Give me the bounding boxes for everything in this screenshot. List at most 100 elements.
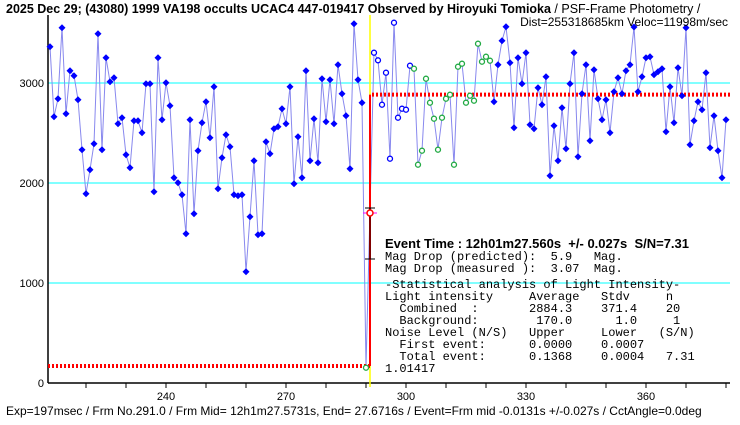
data-point [266,150,274,158]
data-point [538,101,546,109]
data-point [334,61,342,69]
data-point [142,80,150,88]
data-point [154,54,162,62]
data-point [622,67,630,75]
data-point [514,54,522,62]
y-tick-label: 2000 [20,178,44,190]
data-point [414,161,422,168]
data-point [698,106,706,114]
data-point [598,116,606,124]
data-point [290,180,298,188]
data-point [306,157,314,165]
data-point [378,101,386,108]
data-point [470,97,478,104]
data-point [506,59,514,67]
data-point [570,49,578,57]
data-point [170,174,178,182]
data-point [86,166,94,174]
data-point [458,60,466,67]
data-point [150,188,158,196]
data-point [338,90,346,98]
data-point [474,40,482,47]
data-point [578,90,586,98]
event-marker [366,209,374,217]
data-point [46,43,54,51]
data-point [82,190,90,198]
data-point [118,114,126,122]
data-point [710,112,718,120]
data-point [418,147,426,154]
y-tick-label: 0 [38,378,44,390]
data-point [282,120,290,128]
mag-drop-measured: Mag Drop (measured ): 3.07 Mag. [385,262,623,276]
data-point [530,125,538,133]
data-point [498,37,506,45]
data-point [422,75,430,82]
data-point [390,19,398,26]
data-point [370,49,378,56]
data-point [258,230,266,238]
data-point [62,110,70,118]
data-point [486,57,494,64]
chart-subtitle: Dist=255318685km Veloc=11998m/sec [520,15,728,29]
data-point [186,116,194,124]
data-point [302,67,310,75]
data-point [58,24,66,32]
data-point [630,23,638,31]
data-point [442,95,450,102]
x-tick-label: 240 [157,391,175,403]
data-point [106,78,114,86]
data-point [410,65,418,72]
y-tick-label: 1000 [20,278,44,290]
data-point [534,84,542,92]
x-tick-label: 300 [397,391,415,403]
data-point [278,105,286,113]
data-point [722,116,730,124]
data-point [606,129,614,137]
data-point [326,76,334,84]
data-point [310,115,318,123]
data-point [218,154,226,162]
data-point [206,134,214,142]
data-point [542,73,550,81]
data-point [178,191,186,199]
statistics-panel: Event Time : 12h01m27.560s +/- 0.027s S/… [385,236,695,375]
data-point [510,124,518,132]
data-point [134,117,142,125]
data-point [130,117,138,125]
data-point [638,73,646,81]
data-point [386,155,394,162]
data-point [74,96,82,104]
stats-header-row: Light intensity Average Stdv n [385,290,674,304]
data-point [518,80,526,88]
data-point [158,116,166,124]
data-point [350,20,358,28]
data-point [550,122,558,130]
data-point [126,164,134,172]
data-point [690,117,698,125]
data-point [670,119,678,127]
data-point [658,65,666,73]
data-point [446,91,454,98]
data-point [122,151,130,159]
data-point [462,99,470,106]
stats-heading: -Statistical analysis of Light Intensity… [385,278,681,292]
data-point [98,146,106,154]
stats-combined-row: Combined : 2884.3 371.4 20 [385,302,681,316]
title-main: 2025 Dec 29; (43080) 1999 VA198 occults … [6,2,551,16]
data-point [706,144,714,152]
data-point [682,24,690,32]
data-point [666,83,674,91]
data-point [222,131,230,139]
data-point [406,62,414,69]
data-point [318,75,326,83]
data-point [70,72,78,80]
data-point [274,123,282,131]
data-point [430,115,438,122]
data-point [298,174,306,182]
data-point [674,64,682,72]
data-point [466,92,474,99]
data-point [322,118,330,126]
data-point [286,83,294,91]
